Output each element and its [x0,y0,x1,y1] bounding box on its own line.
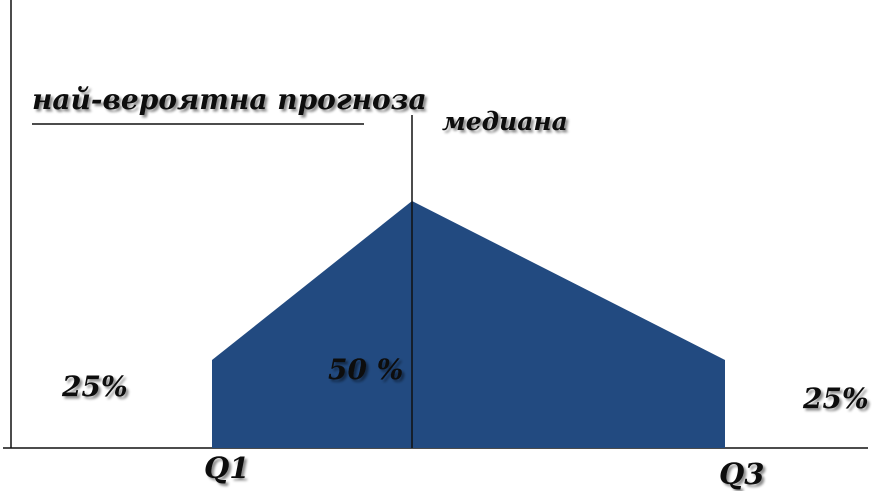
right-tail-label: 25% [802,382,869,415]
title-label: най-вероятна прогноза [32,83,427,116]
q3-label: Q3 [719,457,764,491]
left-tail-label: 25% [61,370,128,403]
median-label: медиана [442,107,568,136]
distribution-shape [212,201,725,448]
center-label: 50 % [328,353,403,386]
q1-label: Q1 [204,451,249,485]
